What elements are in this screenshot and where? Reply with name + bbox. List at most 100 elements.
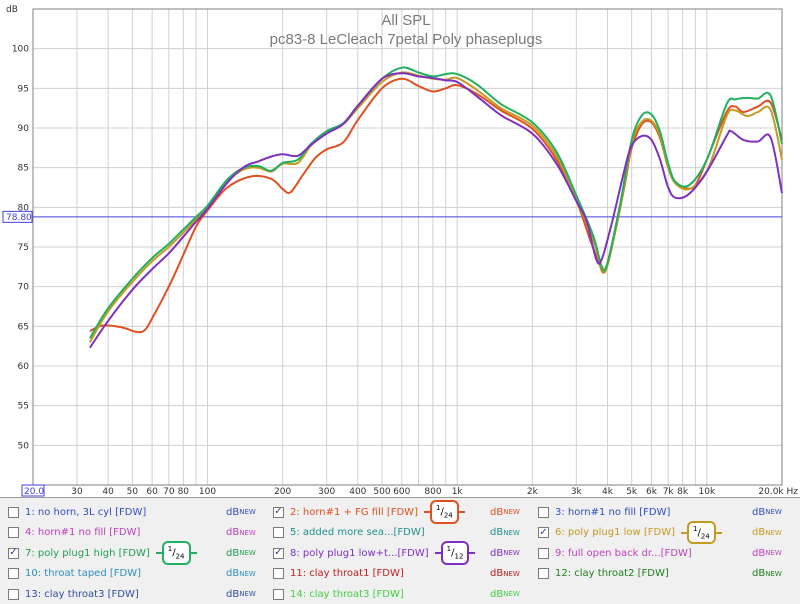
legend-label[interactable]: 3: horn#1 no fill [FDW] [555, 506, 671, 518]
y-tick-label: 75 [18, 243, 29, 253]
legend-label[interactable]: 12: clay throat2 [FDW] [555, 568, 669, 579]
x-tick-label: 1k [452, 487, 464, 497]
legend-checkbox[interactable] [8, 588, 19, 600]
y-tick-label: 55 [18, 402, 29, 412]
db-new-button[interactable]: dB NEW [752, 506, 782, 518]
db-new-button[interactable]: dB NEW [490, 547, 520, 559]
plot-frame [32, 8, 783, 486]
legend-label[interactable]: 14: clay throat3 [FDW] [290, 588, 404, 600]
db-new-button[interactable]: dB NEW [226, 568, 256, 579]
spl-chart: All SPL pc83-8 LeCleach 7petal Poly phas… [0, 0, 800, 497]
chart-background [0, 0, 800, 497]
db-new-button[interactable]: dB NEW [490, 506, 520, 518]
smoothing-badge[interactable]: 1/24 [423, 500, 465, 524]
y-tick-label: 90 [18, 124, 30, 134]
db-new-button[interactable]: dB NEW [752, 527, 782, 538]
y-tick-label: 50 [18, 441, 30, 451]
x-tick-label: 6k [646, 487, 658, 497]
x-tick-label: 500 [373, 487, 390, 497]
legend-checkbox[interactable]: ✓ [538, 526, 549, 538]
chart-grid [33, 9, 782, 485]
legend-item: 12: clay throat2 [FDW] [538, 564, 669, 584]
legend-checkbox[interactable]: ✓ [8, 547, 19, 559]
x-tick-label: 30 [71, 487, 83, 497]
legend-label[interactable]: 4: horn#1 no fill [FDW] [25, 527, 141, 538]
legend-label[interactable]: 10: throat taped [FDW] [25, 568, 141, 579]
y-tick-labels: 50 55 60 65 70 75 80 85 90 95 100 [12, 45, 29, 452]
legend-label[interactable]: 9: full open back dr...[FDW] [555, 547, 692, 559]
db-new-button[interactable]: dB NEW [752, 547, 782, 559]
x-end-label: 20.0k Hz [758, 487, 798, 497]
y-tick-label: 80 [18, 203, 30, 213]
legend-item: ✓ 6: poly plug1 low [FDW] 1/24 [538, 520, 722, 545]
x-tick-label: 3k [571, 487, 583, 497]
legend-checkbox[interactable] [538, 568, 549, 579]
x-tick-label: 200 [274, 487, 291, 497]
smoothing-badge[interactable]: 1/24 [155, 541, 197, 565]
x-tick-label: 70 [163, 487, 175, 497]
legend-label[interactable]: 2: horn#1 + FG fill [FDW] [290, 506, 418, 518]
legend-checkbox[interactable] [273, 588, 284, 600]
legend-checkbox[interactable] [8, 506, 19, 518]
db-new-button[interactable]: dB NEW [226, 547, 256, 559]
smoothing-badge[interactable]: 1/12 [434, 541, 476, 565]
legend-label[interactable]: 11: clay throat1 [FDW] [290, 568, 404, 579]
legend-item: 4: horn#1 no fill [FDW] [8, 523, 140, 543]
db-new-button[interactable]: dB NEW [490, 588, 520, 600]
db-new-button[interactable]: dB NEW [490, 527, 520, 538]
y-tick-label: 60 [18, 362, 30, 372]
db-new-button[interactable]: dB NEW [226, 506, 256, 518]
legend-item: 10: throat taped [FDW] [8, 564, 141, 584]
legend-panel: 1: no horn, 3L cyl [FDW] dB NEW ✓ 2: horn#1 … [0, 497, 800, 604]
x-tick-label: 8k [677, 487, 689, 497]
y-tick-label: 100 [12, 45, 29, 55]
legend-label[interactable]: 8: poly plug1 low+t...[FDW] [290, 547, 429, 559]
db-new-button[interactable]: dB NEW [752, 568, 782, 579]
x-tick-label: 800 [424, 487, 441, 497]
legend-checkbox[interactable]: ✓ [273, 506, 284, 518]
x-tick-label: 7k [663, 487, 675, 497]
legend-item: 1: no horn, 3L cyl [FDW] [8, 502, 146, 522]
y-tick-label: 85 [18, 164, 29, 174]
db-new-button[interactable]: dB NEW [226, 527, 256, 538]
legend-checkbox[interactable] [273, 568, 284, 579]
legend-item: 5: added more sea...[FDW] [273, 523, 425, 543]
x-tick-labels: 30 40 50 60 70 80 100 200 300 400 500 600 800 1k 2k 3k 4… [71, 487, 716, 497]
legend-item: ✓ 8: poly plug1 low+t...[FDW] 1/12 [273, 541, 476, 565]
legend-item: 11: clay throat1 [FDW] [273, 564, 404, 584]
series-line-4 [89, 72, 783, 349]
legend-item: ✓ 2: horn#1 + FG fill [FDW] 1/24 [273, 500, 465, 524]
legend-label[interactable]: 1: no horn, 3L cyl [FDW] [25, 506, 147, 518]
legend-label[interactable]: 7: poly plug1 high [FDW] [25, 547, 150, 559]
legend-item: 13: clay throat3 [FDW] [8, 584, 139, 604]
x-tick-label: 300 [318, 487, 335, 497]
x-start-label: 20.0 [24, 487, 44, 497]
legend-checkbox[interactable] [538, 547, 549, 559]
cursor-value-label: 78.80 [6, 213, 32, 223]
x-tick-label: 40 [102, 487, 114, 497]
x-tick-label: 10k [699, 487, 716, 497]
y-tick-label: 95 [18, 84, 29, 94]
x-tick-label: 100 [199, 487, 216, 497]
x-tick-label: 60 [146, 487, 158, 497]
legend-label[interactable]: 13: clay throat3 [FDW] [25, 588, 139, 600]
legend-label[interactable]: 6: poly plug1 low [FDW] [555, 527, 675, 538]
chart-title: All SPL [381, 12, 430, 29]
legend-checkbox[interactable]: ✓ [273, 547, 284, 559]
legend-label[interactable]: 5: added more sea...[FDW] [290, 527, 425, 538]
x-tick-label: 5k [626, 487, 638, 497]
legend-item: 9: full open back dr...[FDW] [538, 543, 692, 563]
legend-checkbox[interactable] [8, 527, 19, 538]
chart-subtitle: pc83-8 LeCleach 7petal Poly phaseplugs [270, 31, 543, 48]
series-lines [89, 66, 783, 349]
y-axis-unit: dB [6, 5, 18, 15]
legend-checkbox[interactable] [273, 527, 284, 538]
y-tick-label: 70 [18, 283, 30, 293]
legend-checkbox[interactable] [8, 568, 19, 579]
smoothing-badge[interactable]: 1/24 [681, 520, 722, 545]
db-new-button[interactable]: dB NEW [226, 588, 256, 600]
db-new-button[interactable]: dB NEW [490, 568, 520, 579]
legend-checkbox[interactable] [538, 506, 549, 518]
x-tick-label: 50 [127, 487, 139, 497]
x-tick-label: 4k [602, 487, 614, 497]
